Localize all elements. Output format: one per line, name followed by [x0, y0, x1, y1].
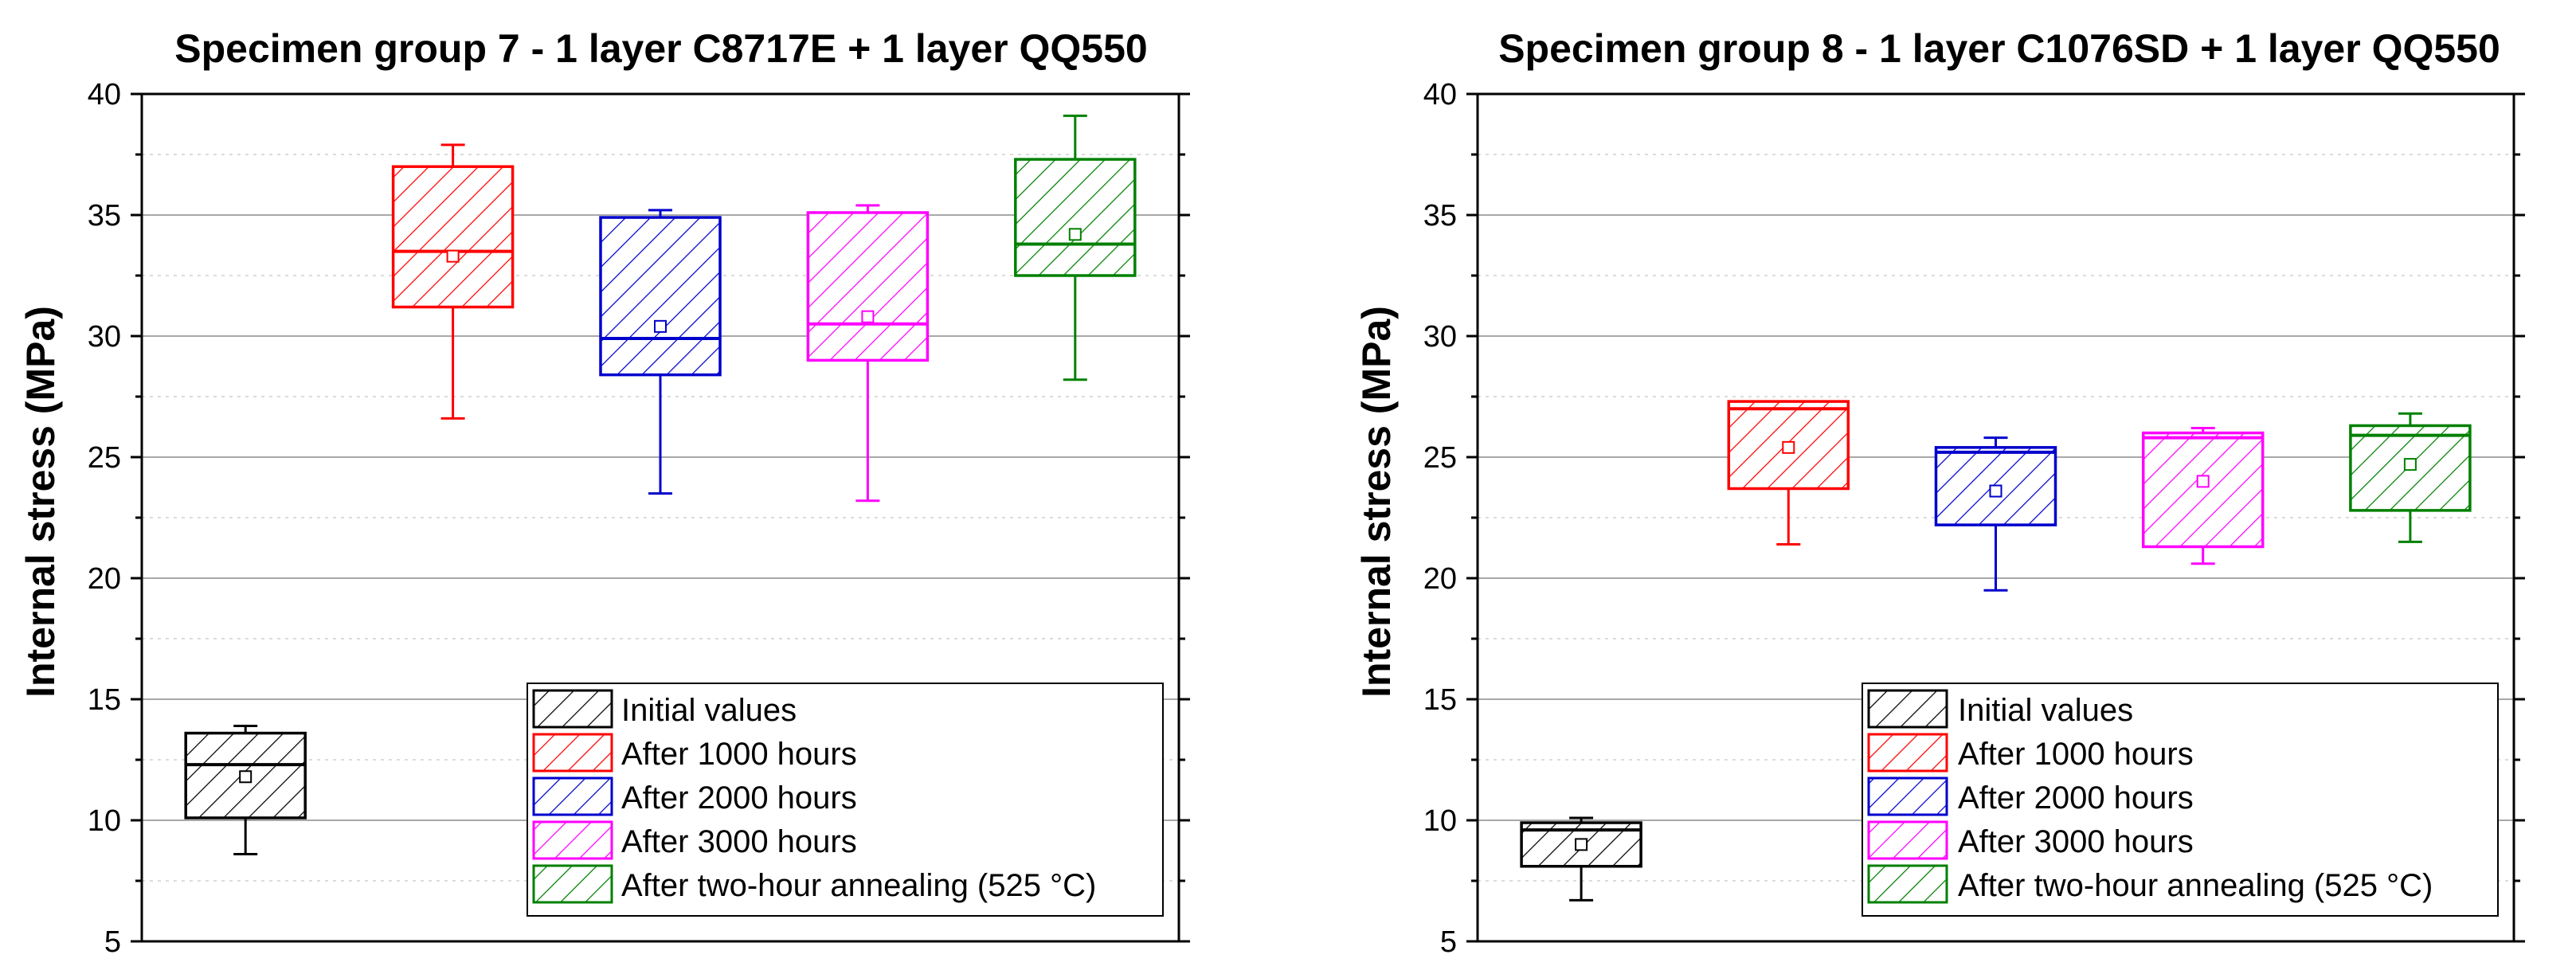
legend-swatch [1867, 689, 1948, 729]
legend-swatch [532, 820, 613, 860]
legend-item: After 2000 hours [1867, 776, 2194, 816]
legend-item: After 1000 hours [1867, 733, 2194, 773]
chart-title: Specimen group 8 - 1 layer C1076SD + 1 l… [1498, 26, 2500, 71]
legend-label: Initial values [621, 693, 797, 728]
mean-marker [1068, 228, 1082, 241]
legend-label: After 1000 hours [621, 737, 857, 772]
y-tick-label: 15 [88, 683, 121, 717]
legend-label: After 2000 hours [1958, 780, 2194, 816]
y-tick-label: 30 [88, 320, 121, 354]
box-3 [599, 209, 722, 495]
box-iqr [599, 216, 722, 377]
legend-frame [1862, 683, 2499, 917]
legend-swatch [532, 776, 613, 816]
box-2 [1727, 400, 1850, 546]
legend-item: Initial values [532, 689, 797, 729]
y-tick-label: 10 [1423, 804, 1457, 838]
legend-item: After 3000 hours [532, 820, 857, 860]
mean-marker [654, 319, 667, 333]
y-tick-label: 5 [1440, 925, 1457, 959]
legend-swatch [532, 689, 613, 729]
box-iqr [391, 165, 515, 309]
box-4 [806, 204, 930, 503]
mean-marker [861, 310, 875, 323]
box-iqr [1014, 158, 1137, 277]
legend-swatch [532, 733, 613, 773]
box-1 [184, 724, 307, 856]
chart-panel-group-7: Specimen group 7 - 1 layer C8717E + 1 la… [18, 26, 1190, 959]
y-tick-label: 15 [1423, 683, 1457, 717]
legend-label: After two-hour annealing (525 °C) [1958, 868, 2433, 903]
mean-marker [1782, 440, 1795, 454]
legend: Initial values After 1000 hours After 20… [1862, 683, 2499, 917]
y-tick-label: 10 [88, 804, 121, 838]
box-5 [2349, 412, 2472, 543]
legend-label: Initial values [1958, 693, 2133, 728]
box-iqr [806, 211, 930, 362]
mean-marker [2196, 475, 2210, 488]
chart-panel-group-8: Specimen group 8 - 1 layer C1076SD + 1 l… [1354, 26, 2525, 959]
legend-item: Initial values [1867, 689, 2133, 729]
box-2 [391, 143, 515, 420]
box-3 [1934, 436, 2057, 592]
y-tick-label: 35 [88, 199, 121, 233]
y-tick-label: 20 [88, 562, 121, 596]
chart-title: Specimen group 7 - 1 layer C8717E + 1 la… [174, 26, 1147, 71]
legend-label: After two-hour annealing (525 °C) [621, 868, 1096, 903]
y-tick-label: 30 [1423, 320, 1457, 354]
mean-marker [2403, 458, 2417, 471]
y-tick-label: 35 [1423, 199, 1457, 233]
legend-swatch [1867, 820, 1948, 860]
y-axis-label: Internal stress (MPa) [1354, 306, 1399, 698]
legend-item: After 2000 hours [532, 776, 857, 816]
box-4 [2141, 427, 2265, 565]
y-tick-label: 40 [1423, 78, 1457, 111]
box-1 [1520, 816, 1642, 902]
mean-marker [446, 249, 460, 263]
legend-frame [527, 683, 1164, 917]
legend-label: After 1000 hours [1958, 737, 2194, 772]
mean-marker [239, 770, 253, 784]
legend-item: After two-hour annealing (525 °C) [532, 864, 1096, 904]
legend-item: After 1000 hours [532, 733, 857, 773]
legend-swatch [1867, 864, 1948, 904]
legend-swatch [1867, 776, 1948, 816]
legend-item: After two-hour annealing (525 °C) [1867, 864, 2433, 904]
box-5 [1014, 114, 1137, 381]
y-tick-label: 20 [1423, 562, 1457, 596]
y-axis-label: Internal stress (MPa) [18, 306, 63, 698]
box-iqr [2141, 431, 2265, 549]
legend-swatch [532, 864, 613, 904]
y-tick-label: 5 [104, 925, 121, 959]
legend-swatch [1867, 733, 1948, 773]
legend: Initial values After 1000 hours After 20… [527, 683, 1164, 917]
legend-item: After 3000 hours [1867, 820, 2194, 860]
mean-marker [1989, 484, 2002, 498]
y-tick-label: 40 [88, 78, 121, 111]
legend-label: After 2000 hours [621, 780, 857, 816]
legend-label: After 3000 hours [621, 824, 857, 859]
y-tick-label: 25 [88, 441, 121, 475]
legend-label: After 3000 hours [1958, 824, 2194, 859]
y-tick-label: 25 [1423, 441, 1457, 475]
mean-marker [1575, 838, 1588, 851]
